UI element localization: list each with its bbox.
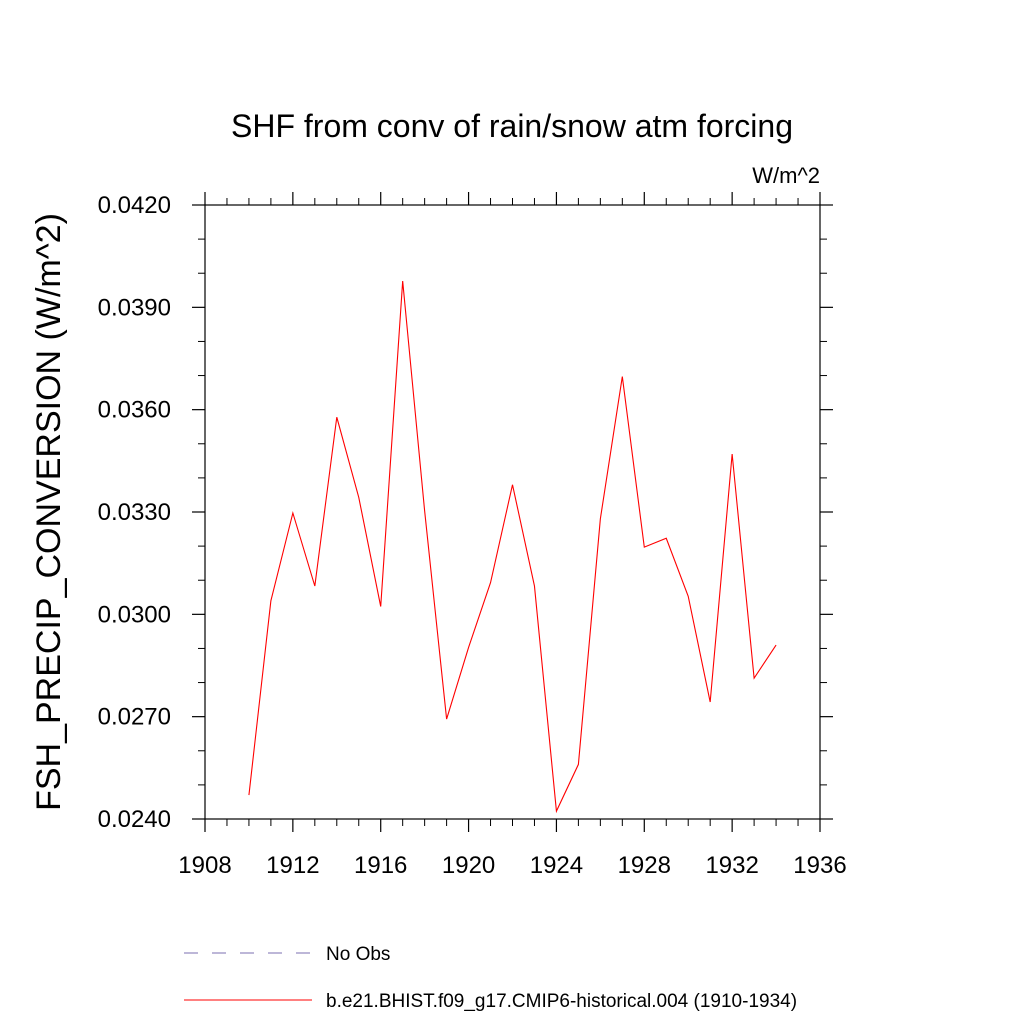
y-tick-label: 0.0300 (98, 601, 171, 628)
y-tick-label: 0.0240 (98, 806, 171, 833)
y-tick-label: 0.0390 (98, 294, 171, 321)
legend: No Obs b.e21.BHIST.f09_g17.CMIP6-historic… (184, 944, 797, 1012)
x-tick-label: 1908 (178, 852, 231, 879)
legend-label-0: No Obs (326, 944, 390, 965)
x-tick-label: 1928 (618, 852, 671, 879)
series-line-1 (248, 281, 777, 814)
y-tick-label: 0.0420 (98, 192, 171, 219)
y-tick-label: 0.0270 (98, 704, 171, 731)
y-tick-labels: 0.0240 0.0270 0.0300 0.0330 0.0360 0.0390 0.04… (98, 192, 171, 833)
units-label: W/m^2 (752, 163, 820, 188)
y-tick-label: 0.0360 (98, 397, 171, 424)
x-tick-label: 1920 (442, 852, 495, 879)
x-tick-label: 1924 (530, 852, 583, 879)
x-tick-label: 1916 (354, 852, 407, 879)
plot-frame (204, 204, 821, 820)
x-tick-label: 1932 (705, 852, 758, 879)
series-lines (248, 281, 777, 814)
chart-title: SHF from conv of rain/snow atm forcing (231, 108, 793, 144)
legend-label-1: b.e21.BHIST.f09_g17.CMIP6-historical.004… (326, 991, 797, 1012)
x-tick-label: 1936 (793, 852, 846, 879)
y-axis-label: FSH_PRECIP_CONVERSION (W/m^2) (30, 213, 68, 811)
axis-ticks (192, 192, 833, 832)
x-tick-labels: 1908 1912 1916 1920 1924 1928 1932 1936 (178, 852, 846, 879)
y-tick-label: 0.0330 (98, 499, 171, 526)
x-tick-label: 1912 (266, 852, 319, 879)
